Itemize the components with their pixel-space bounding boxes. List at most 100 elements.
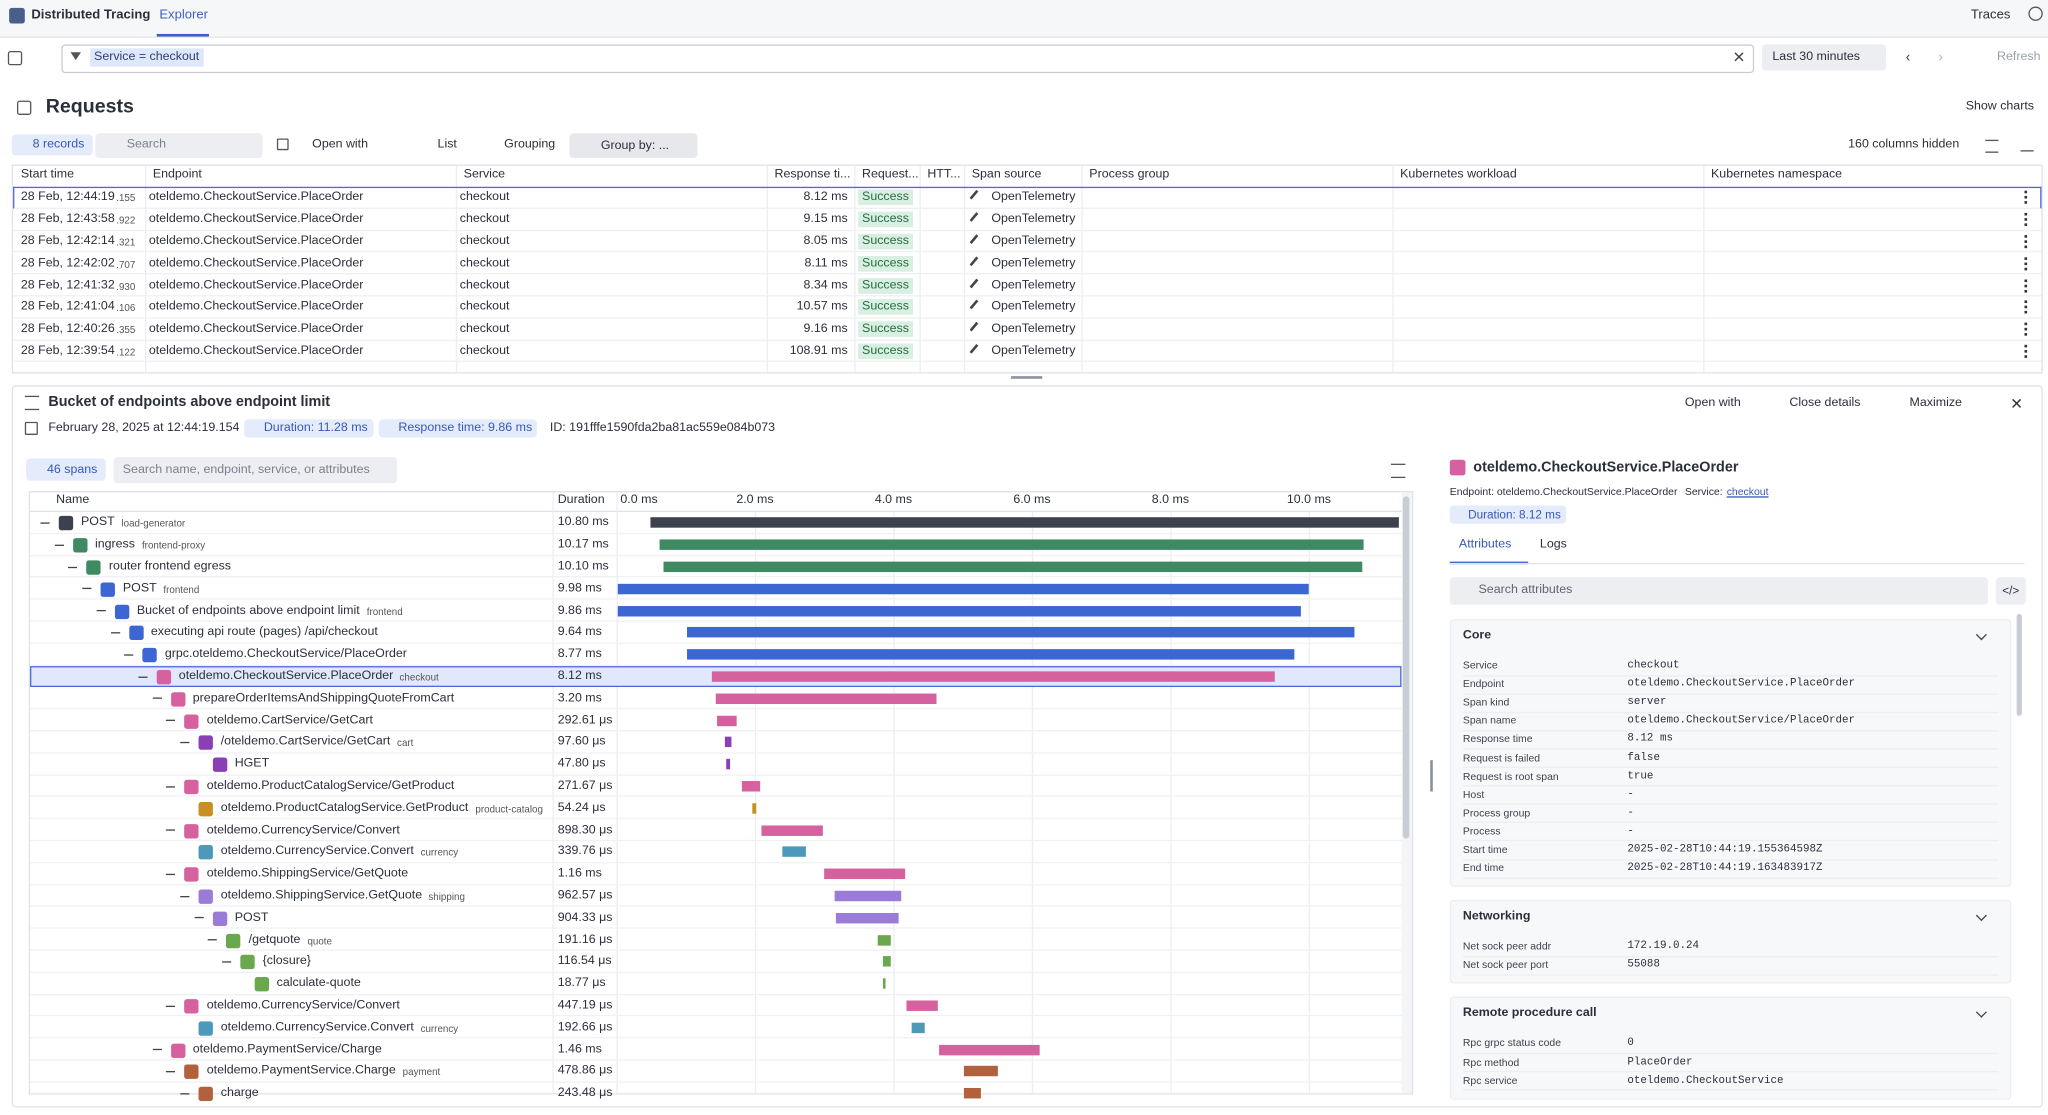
maximize[interactable]: Maximize	[1909, 395, 1962, 411]
span-row[interactable]	[30, 1061, 1402, 1083]
table-row[interactable]	[13, 209, 2042, 231]
columns-hidden[interactable]: 160 columns hidden	[1848, 137, 1960, 152]
span-service-link[interactable]: checkout	[1726, 485, 1769, 498]
span-row[interactable]	[30, 841, 1402, 864]
span-row[interactable]	[30, 775, 1402, 798]
close-details[interactable]: Close details	[1789, 395, 1861, 411]
collapse	[166, 719, 176, 722]
span-row[interactable]	[30, 578, 1402, 600]
table-row[interactable]	[13, 296, 2042, 319]
span-row[interactable]	[30, 1017, 1402, 1039]
span-service: frontend	[366, 605, 403, 618]
records-chip: 8 records	[11, 134, 93, 156]
table-row[interactable]	[13, 318, 2042, 341]
span-name: oteldemo.ShippingService/GetQuote	[206, 866, 409, 881]
status: Success	[858, 343, 913, 360]
refresh-button[interactable]: Refresh	[1997, 49, 2041, 64]
span-row[interactable]	[30, 644, 1402, 666]
endpoint: oteldemo.CheckoutService.PlaceOrder	[148, 189, 364, 205]
span-row[interactable]	[30, 929, 1402, 951]
tab-explorer[interactable]: Explorer	[159, 7, 208, 23]
span-icon	[254, 977, 269, 992]
code-toggle[interactable]: </>	[1995, 577, 2026, 605]
attr-search[interactable]	[1449, 577, 1988, 605]
group-by[interactable]: Group by: ...	[569, 133, 698, 159]
span-service: frontend-proxy	[141, 539, 206, 552]
column-header: Service	[463, 167, 506, 182]
span-search[interactable]	[113, 457, 398, 484]
span-row[interactable]	[30, 688, 1402, 710]
collapse	[152, 697, 162, 700]
span-panel-title: oteldemo.CheckoutService.PlaceOrder	[1473, 459, 1739, 476]
collapse	[180, 895, 190, 897]
span-icon	[184, 823, 199, 838]
span-row[interactable]	[30, 731, 1402, 754]
app-name: Distributed Tracing	[31, 7, 151, 23]
span-bar	[712, 671, 1275, 682]
details-open-with[interactable]: Open with	[1684, 395, 1741, 411]
service: checkout	[459, 211, 510, 227]
span-icon	[114, 604, 130, 619]
traces-button[interactable]: Traces	[1970, 7, 2011, 23]
show-charts[interactable]: Show charts	[1965, 99, 2034, 114]
span-icon	[184, 867, 199, 882]
collapse	[40, 522, 50, 524]
column-divider	[1392, 165, 1394, 373]
span-row[interactable]	[30, 863, 1402, 886]
attr-value: oteldemo.CheckoutService	[1627, 1074, 1784, 1087]
attr-key: Host	[1462, 788, 1485, 801]
span-name: oteldemo.CartService/GetCart	[206, 712, 373, 727]
span-row[interactable]	[30, 556, 1402, 578]
span-row[interactable]	[30, 512, 1402, 534]
span-name: oteldemo.CurrencyService/Convert	[206, 997, 400, 1013]
timeline-tick-label: 4.0 ms	[874, 492, 913, 507]
filter-input[interactable]	[61, 44, 1755, 74]
span-row[interactable]	[30, 622, 1402, 644]
span-duration: 9.86 ms	[557, 602, 602, 618]
table-row[interactable]	[13, 186, 2042, 209]
span-row[interactable]	[30, 973, 1402, 995]
table-row[interactable]	[13, 340, 2042, 363]
attr-key: Process group	[1462, 806, 1531, 819]
span-bar	[877, 934, 891, 946]
span-row[interactable]	[30, 534, 1402, 556]
span-icon	[198, 1086, 213, 1102]
filter-token[interactable]: Service = checkout	[90, 48, 204, 67]
tab[interactable]: Attributes	[1458, 536, 1512, 552]
span-row[interactable]	[30, 753, 1402, 776]
row-menu	[2024, 213, 2028, 227]
attr-value: 2025-02-28T10:44:19.163483917Z	[1627, 862, 1823, 874]
list-button[interactable]: List	[437, 137, 457, 152]
open-with[interactable]: Open with	[312, 137, 369, 152]
span-row[interactable]	[30, 951, 1402, 973]
span-duration: 10.17 ms	[557, 537, 609, 552]
attr-value: false	[1627, 751, 1660, 764]
table-row[interactable]	[13, 275, 2042, 297]
tab[interactable]: Logs	[1539, 536, 1567, 552]
icon	[1391, 463, 1406, 479]
column-header: Request...	[862, 167, 919, 182]
table-row[interactable]	[13, 253, 2042, 275]
service: checkout	[459, 255, 510, 271]
span-row[interactable]	[30, 885, 1402, 907]
timeframe-button[interactable]: Last 30 minutes	[1761, 44, 1887, 71]
span-row[interactable]	[30, 600, 1402, 622]
span-row[interactable]	[30, 907, 1402, 929]
span-duration: 478.86 μs	[557, 1063, 613, 1079]
start-time: 28 Feb, 12:40:26	[20, 321, 115, 336]
column-divider	[963, 165, 966, 373]
span-row[interactable]	[30, 1039, 1402, 1061]
close-x[interactable]: ✕	[2010, 394, 2024, 413]
span-service: currency	[420, 1022, 459, 1035]
span-row[interactable]	[30, 797, 1402, 820]
section-title: Core	[1462, 628, 1492, 643]
section	[1449, 900, 2012, 984]
grouping-button[interactable]: Grouping	[504, 137, 556, 152]
span-row[interactable]	[30, 819, 1402, 842]
span-row[interactable]	[30, 995, 1402, 1017]
span-row[interactable]	[30, 709, 1402, 732]
attr-key: Rpc grpc status code	[1462, 1037, 1562, 1050]
table-row[interactable]	[13, 231, 2042, 253]
search-box[interactable]	[95, 133, 263, 159]
